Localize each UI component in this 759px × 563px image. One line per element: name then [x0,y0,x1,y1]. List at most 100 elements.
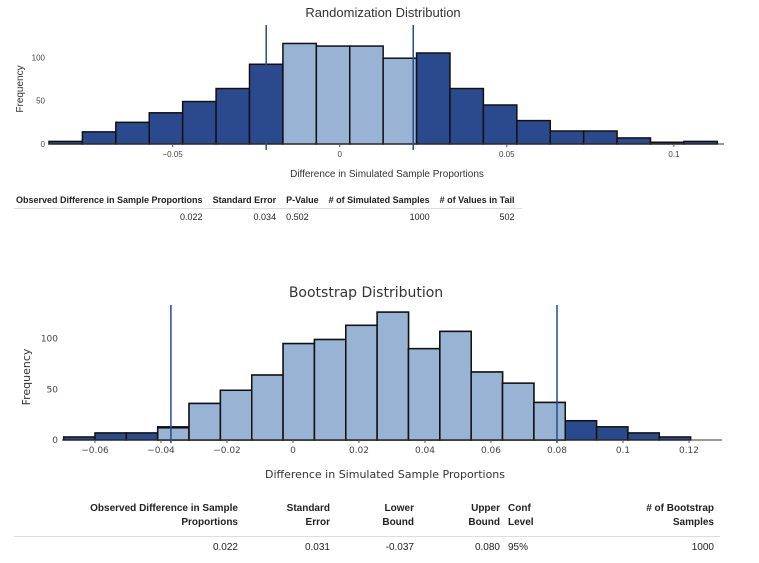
header-simulated-samples: # of Simulated Samples [326,193,438,209]
histogram-bar-interval [533,401,567,441]
y-tick-label: 100 [32,53,46,62]
value-simulated-samples: 1000 [409,212,430,222]
bootstrap-chart-svg: Bootstrap Distribution Frequency Differe… [20,285,722,481]
x-tick-label: 0.05 [499,150,515,159]
histogram-bar [449,87,485,145]
histogram-bar [125,432,159,441]
histogram-bar [595,426,629,441]
randomization-stats-table: Observed Difference in Sample Proportion… [14,193,523,225]
x-tick-label: 0 [290,446,296,456]
x-tick-label: −0.02 [213,446,241,456]
y-tick-label: 100 [41,335,58,345]
header-se-line-2: Error [305,517,330,528]
header-se-line-1: Standard [286,503,330,514]
header-n-line-1: # of Bootstrap [646,503,714,514]
histogram-bar [627,432,661,441]
header-observed-line-2: Proportions [181,517,238,528]
histogram-bar [148,112,184,145]
histogram-bar [382,57,418,145]
header-upper-line-2: Bound [468,517,500,528]
bootstrap-stats-table: Observed Difference in Sample Proportion… [14,500,720,555]
y-tick-label: 50 [36,97,45,106]
randomization-chart: Randomization Distribution Frequency Dif… [0,0,759,185]
histogram-bar [282,42,318,145]
value-standard-error: 0.031 [304,542,330,553]
histogram-bar-interval [282,342,316,441]
table-row: 0.022 0.034 0.502 1000 502 [14,209,522,225]
bootstrap-x-axis-label: Difference in Simulated Sample Proportio… [265,468,505,481]
value-p-value: 0.502 [286,212,309,222]
x-tick-label: 0 [337,150,342,159]
histogram-bar-interval [439,330,472,441]
x-tick-label: 0.02 [349,446,369,456]
histogram-bar [582,130,618,145]
histogram-bar [215,87,251,145]
histogram-bar [348,45,384,145]
header-bootstrap-samples: # of Bootstrap Samples [624,500,720,537]
histogram-bar [482,104,518,145]
histogram-bar-interval [470,371,504,441]
bootstrap-chart: Bootstrap Distribution Frequency Differe… [0,283,759,488]
randomization-x-axis-label: Difference in Simulated Sample Proportio… [290,169,484,180]
header-observed-difference: Observed Difference in Sample Proportion… [14,193,211,209]
x-tick-label: 0.1 [668,150,680,159]
histogram-bar [516,119,551,145]
x-tick-label: −0.04 [147,446,175,456]
value-lower-bound: -0.037 [385,542,414,553]
histogram-bar [616,137,652,145]
header-standard-error: Standard Error [244,500,336,537]
randomization-chart-title: Randomization Distribution [305,5,460,20]
x-tick-label: 0.06 [481,446,501,456]
histogram-bar-interval [501,382,535,441]
x-tick-label: 0.04 [415,446,435,456]
value-upper-bound: 0.080 [474,542,500,553]
header-lower-line-1: Lower [384,503,414,514]
bootstrap-chart-title: Bootstrap Distribution [289,285,443,301]
histogram-bar [564,419,598,441]
x-tick-label: 0.12 [679,446,699,456]
header-n-line-2: Samples [672,517,714,528]
value-conf-level: 95% [508,542,529,553]
header-upper-line-1: Upper [471,503,500,514]
histogram-bar [115,121,150,145]
header-values-in-tail: # of Values in Tail [437,193,523,209]
header-conf-line-2: Level [508,517,534,528]
histogram-bar [549,130,585,145]
value-observed-difference: 0.022 [212,542,238,553]
x-tick-label: −0.06 [81,446,109,456]
header-p-value: P-Value [284,193,327,209]
y-tick-label: 0 [52,436,58,446]
histogram-bar-interval [188,402,222,441]
histogram-bar-interval [156,427,190,441]
histogram-bar-interval [313,338,347,441]
y-tick-label: 50 [47,385,59,395]
histogram-bar-interval [251,374,284,441]
header-upper-bound: Upper Bound [420,500,506,537]
histogram-bar [181,100,217,145]
bootstrap-y-axis-label: Frequency [20,348,33,405]
header-conf-line-1: Conf [508,503,531,514]
header-conf-level: Conf Level [506,500,624,537]
header-standard-error: Standard Error [210,193,285,209]
x-tick-label: 0.08 [547,446,567,456]
randomization-chart-svg: Randomization Distribution Frequency Dif… [15,5,724,180]
header-lower-bound: Lower Bound [336,500,420,537]
table-row: 0.022 0.031 -0.037 0.080 95% 1000 [14,537,720,556]
histogram-bar-interval [219,389,253,441]
histogram-bar [315,45,351,145]
histogram-bar [415,52,451,145]
histogram-bar [94,432,128,441]
value-bootstrap-samples: 1000 [691,542,714,553]
histogram-bar-interval [376,311,410,441]
randomization-y-axis-label: Frequency [15,65,26,112]
value-standard-error: 0.034 [253,212,277,222]
x-tick-label: 0.1 [616,446,630,456]
value-observed-difference: 0.022 [180,212,203,222]
y-tick-label: 0 [41,140,46,149]
x-tick-label: −0.05 [163,150,184,159]
histogram-bar [81,131,117,145]
header-observed-line-1: Observed Difference in Sample [90,503,238,514]
header-lower-line-2: Bound [382,517,414,528]
histogram-bar-interval [345,324,378,441]
value-values-in-tail: 502 [499,212,515,222]
